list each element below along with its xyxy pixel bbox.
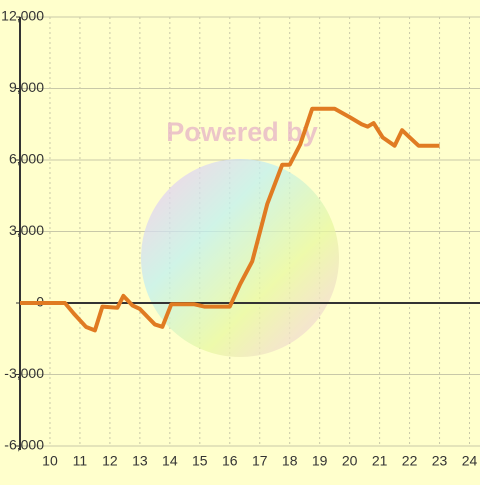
y-tick-label: 3,000	[9, 222, 44, 238]
x-tick-label: 18	[282, 453, 298, 469]
watermark: Powered by	[166, 117, 318, 147]
y-tick-label: 6,000	[9, 151, 44, 167]
x-tick-label: 16	[222, 453, 238, 469]
x-tick-label: 11	[73, 453, 88, 469]
x-tick-label: 20	[342, 453, 358, 469]
y-tick-label: -6,000	[4, 437, 44, 453]
x-tick-label: 14	[162, 453, 178, 469]
x-tick-label: 17	[252, 453, 268, 469]
x-tick-label: 21	[372, 453, 388, 469]
x-tick-label: 10	[42, 453, 58, 469]
x-tick-label: 12	[102, 453, 118, 469]
line-series	[20, 106, 440, 333]
y-tick-label: 9,000	[9, 79, 44, 95]
x-tick-label: 23	[432, 453, 448, 469]
x-tick-label: 15	[192, 453, 208, 469]
x-tick-label: 13	[132, 453, 148, 469]
y-tick-label: 12,000	[1, 8, 44, 24]
y-tick-label: -3,000	[4, 365, 44, 381]
x-tick-label: 19	[312, 453, 328, 469]
watermark-logo	[141, 159, 339, 357]
x-tick-label: 24	[462, 453, 478, 469]
x-tick-label: 22	[402, 453, 418, 469]
